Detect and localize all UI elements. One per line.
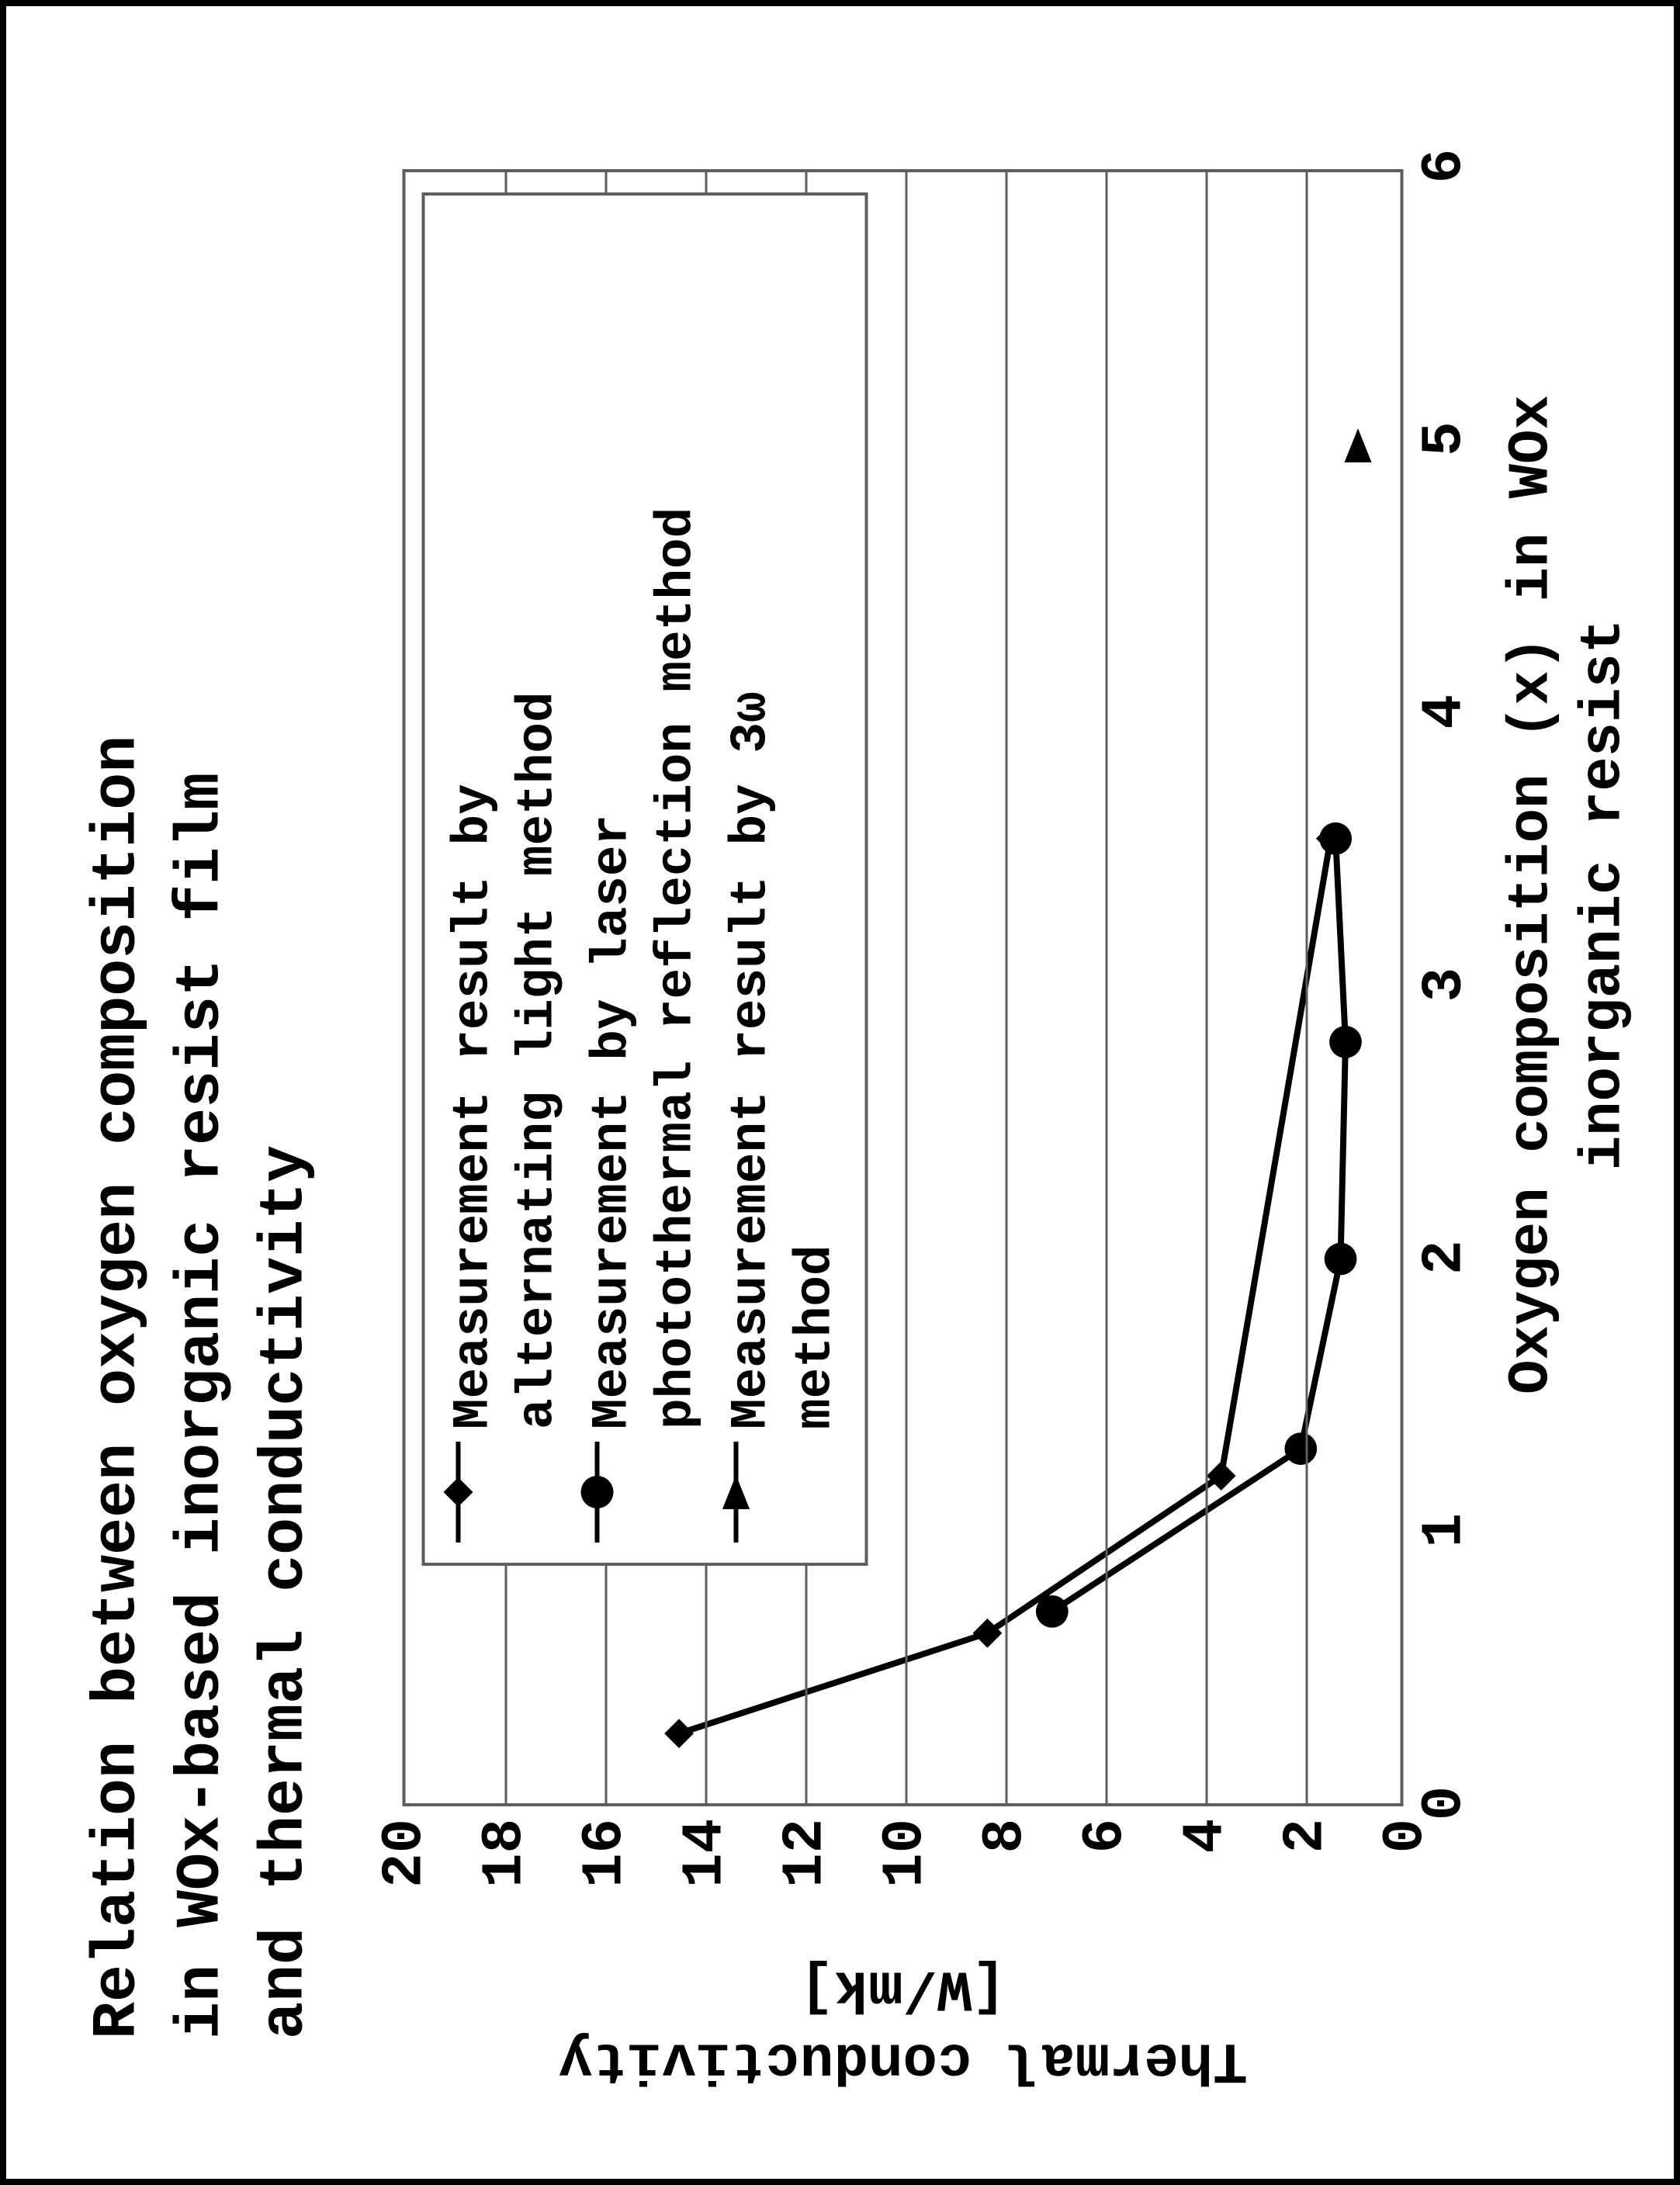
legend-swatch [719,1442,752,1543]
legend-item-alternating-light: Measurement result by alternating light … [442,216,570,1543]
gridline-h [1205,172,1207,1803]
gridline-h [1105,172,1107,1803]
x-tick-label: 3 [1400,968,1477,1002]
legend-label: Measurement by laser photothermal reflec… [580,507,708,1429]
y-axis-label-line: [W/mk] [558,1952,1247,2024]
x-axis-label-line: Oxygen composition (x) in WOx [1496,395,1568,1394]
y-axis-label: Thermal conductivity[W/mk] [558,1952,1247,2096]
x-axis-label-line: inorganic resist [1568,395,1640,1394]
gridline-h [905,172,907,1803]
y-tick-label: 2 [1273,1803,1339,1853]
figure-frame: Relation between oxygen compositionin WO… [0,0,1680,2185]
y-tick-label: 10 [873,1803,938,1888]
y-tick-label: 4 [1173,1803,1238,1853]
series-marker-laser-photothermal [1324,1243,1356,1276]
series-marker-laser-photothermal [1329,1026,1362,1058]
legend-item-laser-photothermal: Measurement by laser photothermal reflec… [580,216,708,1543]
legend-label: Measurement result by alternating light … [442,691,570,1429]
diamond-icon [442,1442,474,1543]
series-marker-three-omega [1344,428,1371,462]
series-marker-laser-photothermal [1319,822,1352,855]
rotated-stage: Relation between oxygen compositionin WO… [6,6,1674,2179]
y-axis-label-line: Thermal conductivity [558,2024,1247,2096]
legend: Measurement result by alternating light … [421,192,868,1566]
x-tick-label: 6 [1400,149,1477,183]
x-tick-label: 5 [1400,421,1477,455]
x-axis-label: Oxygen composition (x) in WOxinorganic r… [1496,395,1640,1394]
y-tick-label: 16 [573,1803,638,1888]
x-tick-label: 4 [1400,694,1477,729]
series-line-laser-photothermal [1051,839,1345,1612]
x-tick-label: 1 [1400,1513,1477,1547]
legend-label: Measurement result by 3ω method [719,691,847,1429]
legend-swatch [442,1442,474,1543]
triangle-icon [719,1442,752,1543]
legend-swatch [580,1442,613,1543]
chart-title-line: in WOx-based inorganic resist film [160,736,244,2039]
legend-item-three-omega: Measurement result by 3ω method [719,216,847,1543]
x-tick-label: 0 [1400,1786,1477,1820]
y-tick-label: 18 [473,1803,538,1888]
gridline-h [1005,172,1007,1803]
y-tick-label: 12 [773,1803,838,1888]
chart-title-line: and thermal conductivity [244,736,327,2039]
gridline-h [1305,172,1308,1803]
y-tick-label: 14 [673,1803,738,1888]
circle-icon [580,1442,613,1543]
chart-title-line: Relation between oxygen composition [76,736,160,2039]
series-marker-alternating-light [664,1719,694,1748]
y-tick-label: 20 [372,1803,438,1888]
y-tick-label: 8 [973,1803,1038,1853]
y-tick-label: 6 [1073,1803,1138,1853]
x-tick-label: 2 [1400,1240,1477,1274]
chart-title: Relation between oxygen compositionin WO… [76,736,327,2039]
